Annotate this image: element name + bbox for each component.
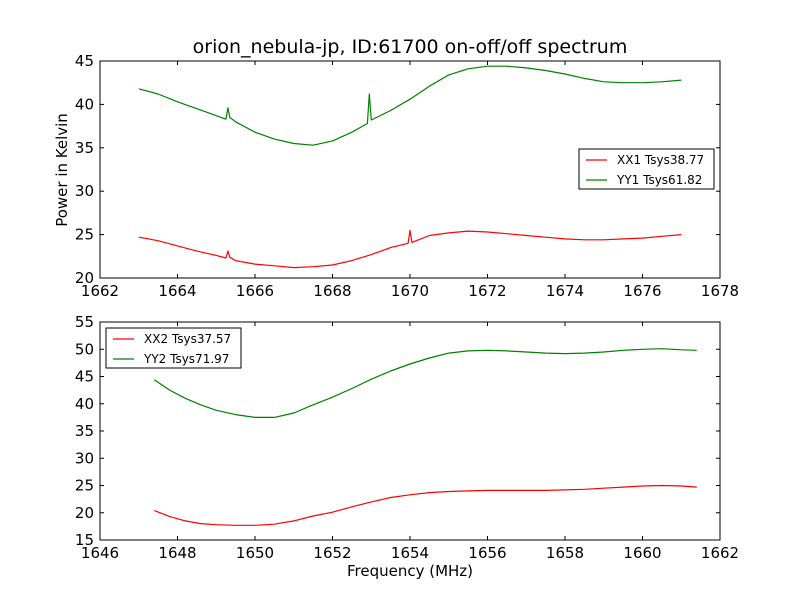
top-chart-legend — [578, 148, 715, 190]
bottom-chart-ytick-label: 35 — [75, 422, 94, 440]
top-chart-legend-label-1: XX1 Tsys38.77 — [617, 153, 704, 167]
top-chart-xtick-label: 1670 — [391, 282, 429, 300]
top-chart-xtick-label: 1666 — [236, 282, 274, 300]
bottom-chart-xlabel: Frequency (MHz) — [347, 562, 473, 580]
top-chart-ytick-label: 25 — [75, 226, 94, 244]
top-chart-xtick-label: 1674 — [546, 282, 584, 300]
top-chart-ytick-label: 35 — [75, 139, 94, 157]
bottom-chart-xtick-label: 1654 — [391, 544, 429, 562]
bottom-chart-xtick-label: 1652 — [313, 544, 351, 562]
top-chart-xtick-label: 1678 — [701, 282, 739, 300]
top-chart-ytick-label: 45 — [75, 52, 94, 70]
top-chart-legend-label-2: YY1 Tsys61.82 — [616, 173, 702, 187]
bottom-chart-series-line-1 — [154, 484, 697, 526]
top-chart-xtick-label: 1672 — [468, 282, 506, 300]
top-chart-axes-frame — [99, 60, 721, 279]
bottom-chart-legend-label-1: XX2 Tsys37.57 — [144, 332, 231, 346]
top-chart-ytick-label: 20 — [75, 269, 94, 287]
top-chart-series-line-2 — [138, 65, 682, 146]
bottom-chart-ytick-label: 25 — [75, 477, 94, 495]
bottom-chart-series-line-2 — [153, 348, 697, 418]
bottom-chart-ytick-label: 15 — [75, 531, 94, 549]
top-chart-xtick-label: 1662 — [81, 282, 119, 300]
bottom-chart-xtick-label: 1660 — [623, 544, 661, 562]
bottom-chart-xtick-label: 1646 — [81, 544, 119, 562]
bottom-chart-legend — [105, 327, 242, 369]
top-chart-series-line-1 — [138, 229, 682, 269]
top-chart-ytick-label: 30 — [75, 182, 94, 200]
bottom-chart-xtick-label: 1658 — [546, 544, 584, 562]
top-chart-ytick-label: 40 — [75, 95, 94, 113]
bottom-chart-ytick-label: 20 — [75, 504, 94, 522]
bottom-chart-xtick-label: 1656 — [468, 544, 506, 562]
bottom-chart-ytick-label: 30 — [75, 449, 94, 467]
top-chart-xtick-label: 1668 — [313, 282, 351, 300]
bottom-chart-ytick-label: 45 — [75, 368, 94, 386]
top-chart-xtick-label: 1676 — [623, 282, 661, 300]
top-chart-ylabel: Power in Kelvin — [53, 113, 71, 227]
bottom-chart-legend-label-2: YY2 Tsys71.97 — [143, 352, 229, 366]
bottom-chart-plot-area: 1646 1648 1650 1652 1654 1656 1658 1660 1662 15 20… — [75, 313, 739, 562]
bottom-chart-ytick-label: 55 — [75, 313, 94, 331]
bottom-chart-xtick-label: 1650 — [236, 544, 274, 562]
bottom-chart-ytick-label: 40 — [75, 395, 94, 413]
bottom-chart-xtick-label: 1648 — [158, 544, 196, 562]
bottom-chart-xtick-label: 1662 — [701, 544, 739, 562]
bottom-chart-ytick-label: 50 — [75, 340, 94, 358]
top-chart-xtick-label: 1664 — [158, 282, 196, 300]
top-chart-title: orion_nebula-jp, ID:61700 on-off/off spe… — [193, 36, 628, 58]
top-chart-plot-area: 1662 1664 1666 1668 1670 1672 1674 1676 1678 20 25… — [75, 52, 739, 300]
bottom-chart-axes-frame — [99, 321, 721, 541]
